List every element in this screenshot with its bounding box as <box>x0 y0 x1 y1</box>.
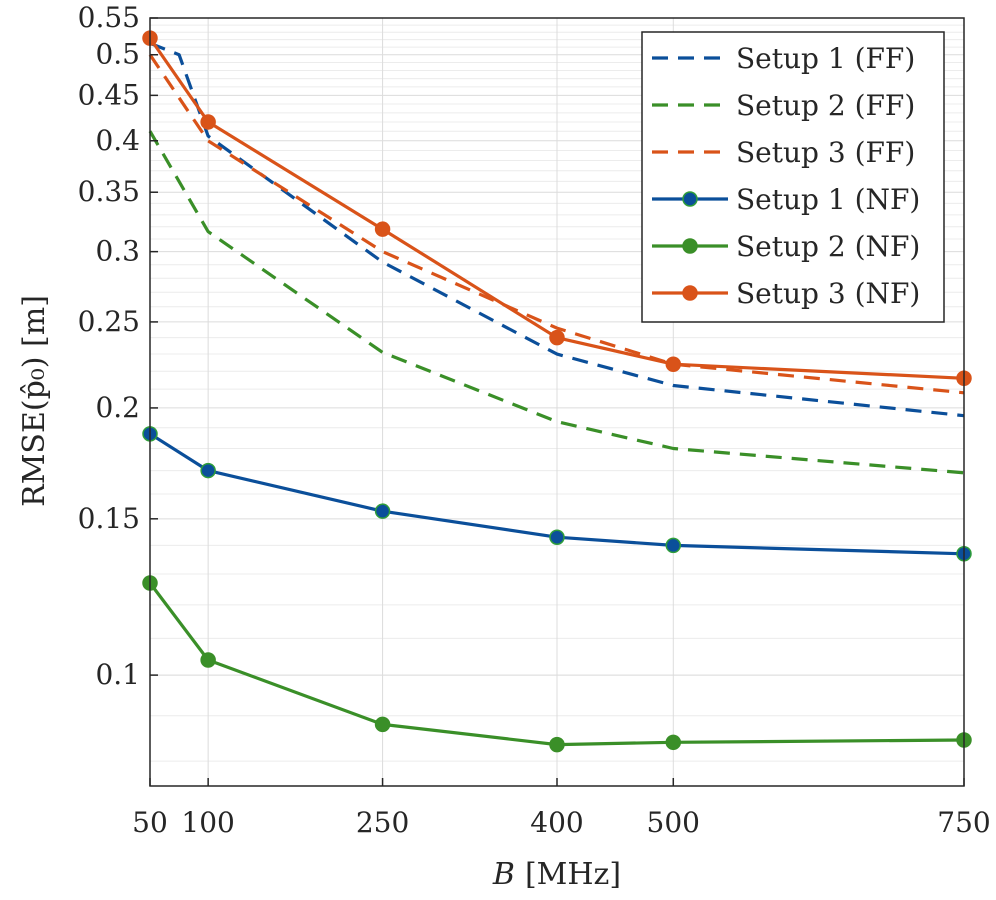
series-setup-2-ff <box>148 130 965 475</box>
legend-label: Setup 1 (FF) <box>736 42 915 75</box>
legend-label: Setup 3 (FF) <box>736 136 915 169</box>
data-point <box>374 221 391 237</box>
series-setup-1-ff <box>149 41 965 418</box>
legend-item: Setup 2 (NF) <box>652 230 920 263</box>
series-line <box>149 432 965 556</box>
series-setup-3-ff <box>148 53 965 395</box>
data-point <box>200 652 216 668</box>
y-tick-label: 0.45 <box>78 78 140 111</box>
data-point <box>549 329 565 346</box>
data-point <box>374 716 391 733</box>
x-tick-label: 250 <box>356 806 409 839</box>
legend-label: Setup 2 (FF) <box>736 89 915 122</box>
legend-label: Setup 3 (NF) <box>736 277 920 310</box>
x-tick-label: 100 <box>181 806 234 839</box>
y-tick-label: 0.25 <box>78 305 140 338</box>
series-setup-1-nf <box>142 426 972 562</box>
legend-item: Setup 3 (NF) <box>652 277 920 310</box>
legend-item: Setup 1 (FF) <box>652 42 915 75</box>
legend-box <box>641 31 945 323</box>
x-tick-label: 50 <box>132 806 168 839</box>
y-tick-label: 0.5 <box>95 38 140 71</box>
y-axis-ticks: 0.1 0.15 0.2 0.25 0.3 0.35 0.4 0.45 0.5 0.55 <box>78 1 158 691</box>
x-tick-label: 750 <box>937 806 990 839</box>
x-tick-label: 400 <box>530 806 583 839</box>
series-line <box>148 37 965 380</box>
series-line <box>148 130 965 475</box>
legend: Setup 1 (FF) Setup 2 (FF) Setup 3 (FF) Setu… <box>641 31 945 323</box>
series-line <box>148 582 965 747</box>
legend-item: Setup 1 (NF) <box>652 183 920 216</box>
y-tick-label: 0.2 <box>95 391 140 424</box>
data-point <box>374 503 391 519</box>
y-tick-label: 0.1 <box>95 658 140 691</box>
legend-marker <box>682 238 698 254</box>
legend-marker <box>682 191 698 207</box>
series-setup-3-nf <box>142 30 972 387</box>
y-tick-label: 0.35 <box>78 175 140 208</box>
series-line <box>148 53 965 395</box>
y-tick-label: 0.4 <box>95 124 140 157</box>
x-tick-label: 500 <box>647 806 700 839</box>
series-line <box>149 41 965 418</box>
legend-item: Setup 3 (FF) <box>652 136 915 169</box>
data-point <box>665 734 682 751</box>
y-tick-label: 0.55 <box>78 1 140 34</box>
y-tick-label: 0.15 <box>78 502 140 535</box>
data-point <box>665 356 682 372</box>
legend-label: Setup 1 (NF) <box>736 183 920 216</box>
data-point <box>200 462 216 479</box>
x-axis-ticks: 50 100 250 400 500 750 <box>132 778 991 839</box>
plot-series <box>142 30 972 753</box>
data-point <box>549 736 565 753</box>
x-axis-label: B [MHz] <box>492 857 621 892</box>
data-point <box>200 114 216 130</box>
legend-label: Setup 2 (NF) <box>736 230 920 263</box>
data-point <box>665 537 682 554</box>
legend-marker <box>682 285 698 301</box>
data-point <box>549 529 565 545</box>
y-axis-label: RMSE(p̂₀) [m] <box>17 295 52 507</box>
y-tick-label: 0.3 <box>95 235 140 268</box>
legend-item: Setup 2 (FF) <box>652 89 915 122</box>
